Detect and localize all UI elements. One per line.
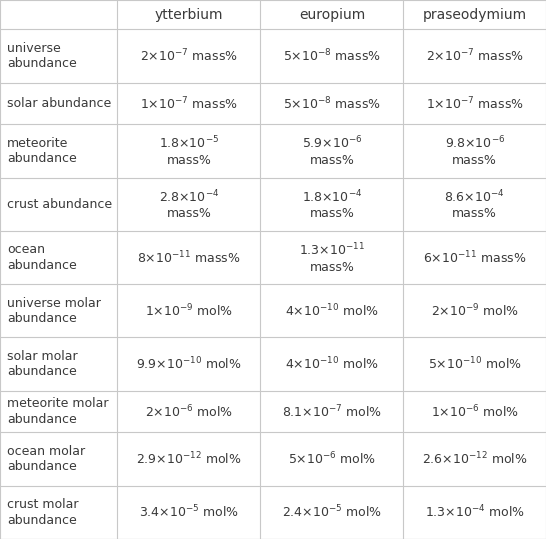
Text: $5.9{\times}10^{-6}$
mass%: $5.9{\times}10^{-6}$ mass%	[301, 135, 363, 167]
Text: meteorite
abundance: meteorite abundance	[7, 137, 77, 165]
Text: universe molar
abundance: universe molar abundance	[7, 296, 101, 325]
Text: $8{\times}10^{-11}$ mass%: $8{\times}10^{-11}$ mass%	[137, 249, 241, 266]
Text: $8.6{\times}10^{-4}$
mass%: $8.6{\times}10^{-4}$ mass%	[444, 188, 505, 220]
Text: $1{\times}10^{-9}$ mol%: $1{\times}10^{-9}$ mol%	[145, 302, 233, 319]
Text: $2{\times}10^{-6}$ mol%: $2{\times}10^{-6}$ mol%	[145, 403, 233, 420]
Text: $1.3{\times}10^{-11}$
mass%: $1.3{\times}10^{-11}$ mass%	[299, 241, 365, 274]
Text: $3.4{\times}10^{-5}$ mol%: $3.4{\times}10^{-5}$ mol%	[139, 504, 239, 521]
Text: $2.4{\times}10^{-5}$ mol%: $2.4{\times}10^{-5}$ mol%	[282, 504, 382, 521]
Text: $6{\times}10^{-11}$ mass%: $6{\times}10^{-11}$ mass%	[423, 249, 526, 266]
Text: $5{\times}10^{-10}$ mol%: $5{\times}10^{-10}$ mol%	[428, 356, 521, 372]
Text: $2.6{\times}10^{-12}$ mol%: $2.6{\times}10^{-12}$ mol%	[422, 451, 527, 467]
Text: $9.8{\times}10^{-6}$
mass%: $9.8{\times}10^{-6}$ mass%	[444, 135, 505, 167]
Text: $2.8{\times}10^{-4}$
mass%: $2.8{\times}10^{-4}$ mass%	[159, 188, 219, 220]
Text: ytterbium: ytterbium	[155, 8, 223, 22]
Text: praseodymium: praseodymium	[423, 8, 527, 22]
Text: $4{\times}10^{-10}$ mol%: $4{\times}10^{-10}$ mol%	[285, 302, 379, 319]
Text: $1.8{\times}10^{-4}$
mass%: $1.8{\times}10^{-4}$ mass%	[302, 188, 362, 220]
Text: $5{\times}10^{-8}$ mass%: $5{\times}10^{-8}$ mass%	[283, 95, 381, 112]
Text: universe
abundance: universe abundance	[7, 42, 77, 70]
Text: $1.8{\times}10^{-5}$
mass%: $1.8{\times}10^{-5}$ mass%	[159, 135, 219, 167]
Text: ocean molar
abundance: ocean molar abundance	[7, 445, 85, 473]
Text: $5{\times}10^{-8}$ mass%: $5{\times}10^{-8}$ mass%	[283, 48, 381, 64]
Text: $2{\times}10^{-9}$ mol%: $2{\times}10^{-9}$ mol%	[431, 302, 519, 319]
Text: meteorite molar
abundance: meteorite molar abundance	[7, 397, 109, 426]
Text: $2.9{\times}10^{-12}$ mol%: $2.9{\times}10^{-12}$ mol%	[136, 451, 242, 467]
Text: $1{\times}10^{-6}$ mol%: $1{\times}10^{-6}$ mol%	[431, 403, 519, 420]
Text: $1{\times}10^{-7}$ mass%: $1{\times}10^{-7}$ mass%	[426, 95, 524, 112]
Text: europium: europium	[299, 8, 365, 22]
Text: $1.3{\times}10^{-4}$ mol%: $1.3{\times}10^{-4}$ mol%	[425, 504, 525, 521]
Text: $4{\times}10^{-10}$ mol%: $4{\times}10^{-10}$ mol%	[285, 356, 379, 372]
Text: $5{\times}10^{-6}$ mol%: $5{\times}10^{-6}$ mol%	[288, 451, 376, 467]
Text: ocean
abundance: ocean abundance	[7, 243, 77, 272]
Text: solar molar
abundance: solar molar abundance	[7, 350, 78, 378]
Text: $2{\times}10^{-7}$ mass%: $2{\times}10^{-7}$ mass%	[140, 48, 238, 64]
Text: crust molar
abundance: crust molar abundance	[7, 498, 79, 527]
Text: crust abundance: crust abundance	[7, 198, 112, 211]
Text: $9.9{\times}10^{-10}$ mol%: $9.9{\times}10^{-10}$ mol%	[136, 356, 242, 372]
Text: $8.1{\times}10^{-7}$ mol%: $8.1{\times}10^{-7}$ mol%	[282, 403, 382, 420]
Text: $2{\times}10^{-7}$ mass%: $2{\times}10^{-7}$ mass%	[426, 48, 524, 64]
Text: solar abundance: solar abundance	[7, 97, 111, 110]
Text: $1{\times}10^{-7}$ mass%: $1{\times}10^{-7}$ mass%	[140, 95, 238, 112]
